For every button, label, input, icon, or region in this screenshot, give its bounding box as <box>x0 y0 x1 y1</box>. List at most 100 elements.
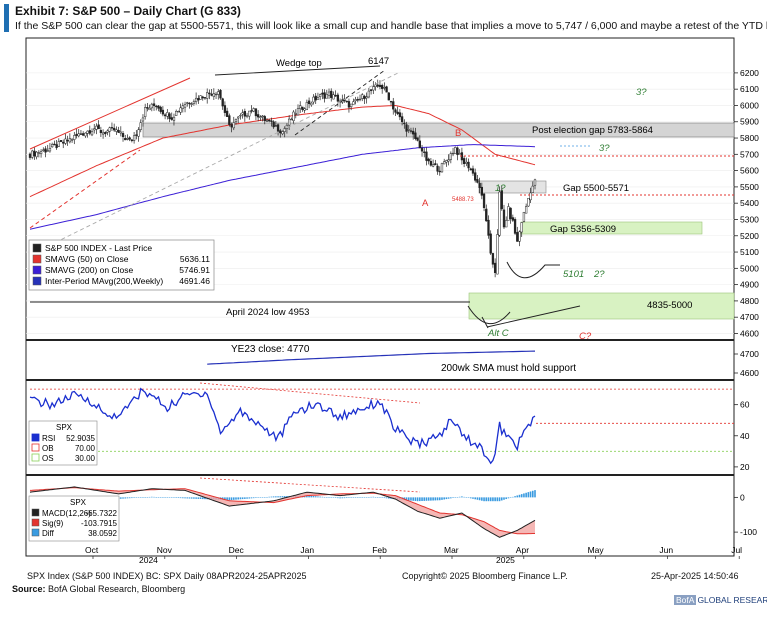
candle <box>287 118 291 126</box>
candle <box>124 138 127 141</box>
macd-diff-bar <box>131 497 133 499</box>
candle <box>37 152 41 154</box>
candle <box>518 231 521 242</box>
candle <box>168 113 171 120</box>
macd-diff-bar <box>489 497 492 502</box>
macd-diff-bar <box>365 497 368 498</box>
candle <box>294 113 297 115</box>
candle <box>44 148 47 153</box>
candle <box>516 232 519 242</box>
macd-diff-bar <box>419 497 421 502</box>
axes: 4600 4700 4800 4900 5000 5100 5200 5300 5400 5500… <box>85 68 759 565</box>
candle <box>55 144 58 149</box>
candle <box>290 118 293 121</box>
candle <box>225 110 229 117</box>
macd-diff-bar <box>372 496 375 498</box>
exhibit-title: Exhibit 7: S&P 500 – Daily Chart (G 833) <box>15 4 241 18</box>
candle <box>449 153 452 160</box>
macd-diff-bar <box>498 497 501 502</box>
candle <box>531 185 534 193</box>
macd-legend-swatch <box>31 528 40 537</box>
candle <box>121 133 125 137</box>
ye23-ytick-label: 4600 <box>740 368 759 378</box>
macd-diff-bar <box>120 497 122 499</box>
candle <box>305 102 309 111</box>
candle <box>312 96 315 103</box>
footer-left: SPX Index (S&P 500 INDEX) BC: SPX Daily … <box>27 571 307 581</box>
macd-diff-bar <box>199 497 202 499</box>
candle <box>529 192 532 201</box>
wma200-line <box>207 350 536 365</box>
candle <box>70 139 74 141</box>
candle <box>42 149 45 151</box>
footer-right: 25-Apr-2025 14:50:46 <box>651 571 739 581</box>
candle <box>361 94 364 99</box>
candle <box>77 133 80 137</box>
candle <box>480 186 483 196</box>
macd-diff-bar <box>142 497 144 498</box>
rsi-legend-value: 30.00 <box>75 454 96 463</box>
candle <box>31 150 34 158</box>
candle <box>429 161 433 166</box>
candle <box>97 124 100 130</box>
candle <box>172 116 176 121</box>
cup-curve <box>467 305 511 324</box>
candle <box>270 120 273 122</box>
macd-diff-bar <box>173 497 175 498</box>
candle <box>48 147 52 152</box>
candle <box>223 105 227 113</box>
macd-diff-bar <box>467 497 470 498</box>
candle <box>245 115 249 117</box>
sma50-line <box>29 104 536 198</box>
macd-diff-bar <box>350 497 352 498</box>
candle <box>493 262 497 274</box>
legend-entry-name: Inter-Period MAvg(200,Weekly) <box>45 276 163 286</box>
candle <box>321 92 324 95</box>
candle <box>128 137 131 140</box>
macd-diff-bar <box>345 497 348 499</box>
candle <box>210 93 213 96</box>
peak-label: 6147 <box>368 56 389 67</box>
candle <box>469 168 472 171</box>
candle <box>505 220 508 228</box>
macd-diff-bar <box>250 497 253 499</box>
macd-diff-bar <box>423 497 426 501</box>
macd-diff-bar <box>454 497 457 498</box>
macd-diff-bar <box>321 496 324 498</box>
long-trend-line <box>29 71 401 256</box>
exhibit-subtitle: If the S&P 500 can clear the gap at 5500… <box>15 20 767 32</box>
macd-diff-bar <box>527 492 530 498</box>
macd-diff-bar <box>226 497 228 501</box>
candle <box>272 121 275 128</box>
macd-diff-bar <box>412 497 414 501</box>
candle <box>256 114 260 118</box>
candle <box>427 158 430 162</box>
candle <box>296 108 300 116</box>
candle <box>152 103 156 107</box>
candle <box>57 141 60 147</box>
macd-diff-bar <box>388 497 390 499</box>
candle <box>474 172 477 181</box>
candle <box>383 87 386 89</box>
rsi-trend-line <box>199 382 421 404</box>
candle <box>64 138 67 144</box>
candle <box>336 94 340 102</box>
macd-diff-bar <box>308 495 310 498</box>
macd-legend-box <box>28 495 120 542</box>
main-ytick-label: 5900 <box>740 117 759 127</box>
candle <box>219 89 222 99</box>
candle <box>436 165 439 172</box>
candle <box>307 100 311 105</box>
macd-diff-bar <box>523 493 525 498</box>
macd-diff-bar <box>337 497 339 499</box>
candle <box>276 124 280 132</box>
candle <box>106 130 109 133</box>
macd-diff-bar <box>379 497 381 498</box>
candle <box>163 114 167 117</box>
candle <box>478 182 481 188</box>
macd-diff-bar <box>341 497 344 499</box>
macd-diff-bar <box>246 497 248 499</box>
macd-diff-bar <box>319 496 321 498</box>
macd-diff-bar <box>407 497 410 501</box>
post-election-gap-label: Post election gap 5783-5864 <box>532 125 653 136</box>
